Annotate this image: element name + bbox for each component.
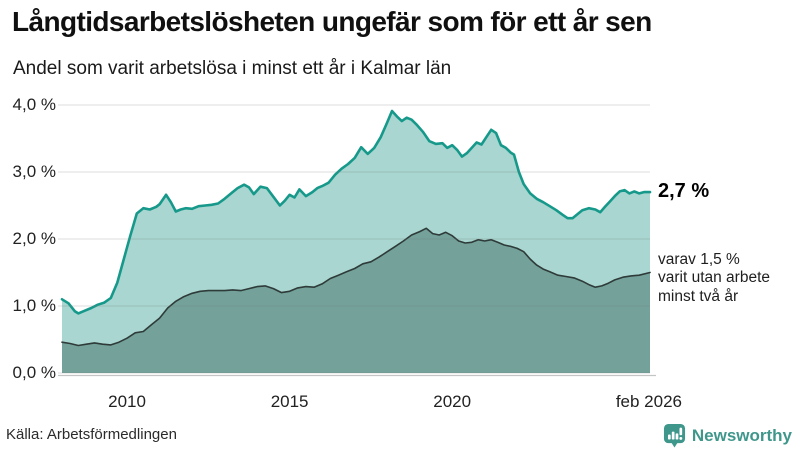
- x-tick-label-2020: 2020: [433, 392, 472, 411]
- chart-subtitle: Andel som varit arbetslösa i minst ett å…: [13, 58, 452, 79]
- newsworthy-bubble-icon: [663, 424, 685, 448]
- end-value-label-total: 2,7 %: [658, 180, 710, 202]
- page-title: Långtidsarbetslösheten ungefär som för e…: [12, 6, 652, 37]
- secondary-label-line1: varav 1,5 %: [658, 251, 740, 268]
- end-value-label-secondary: varav 1,5 % varit utan arbete minst två …: [658, 251, 770, 306]
- secondary-label-line2: varit utan arbete: [658, 269, 771, 287]
- series-area-1: [62, 228, 650, 373]
- brand-name: Newsworthy: [691, 425, 792, 445]
- x-tick-label-2010: 2010: [108, 392, 146, 411]
- secondary-label-line3: minst två år: [658, 287, 739, 305]
- newsworthy-logo: Newsworthy: [663, 423, 792, 448]
- x-tick-label-feb-2026: feb 2026: [615, 392, 683, 411]
- x-tick-label-2015: 2015: [270, 392, 309, 411]
- y-tick-label-0: 0,0 %: [12, 363, 56, 382]
- y-tick-label-3: 3,0 %: [12, 162, 56, 181]
- series-line-0: [60, 109, 652, 315]
- source-note: Källa: Arbetsförmedlingen: [6, 426, 177, 443]
- y-tick-label-4: 4,0 %: [12, 95, 56, 114]
- y-tick-label-1: 1,0 %: [12, 296, 56, 315]
- y-tick-label-2: 2,0 %: [12, 229, 56, 248]
- series-line-1: [61, 227, 651, 347]
